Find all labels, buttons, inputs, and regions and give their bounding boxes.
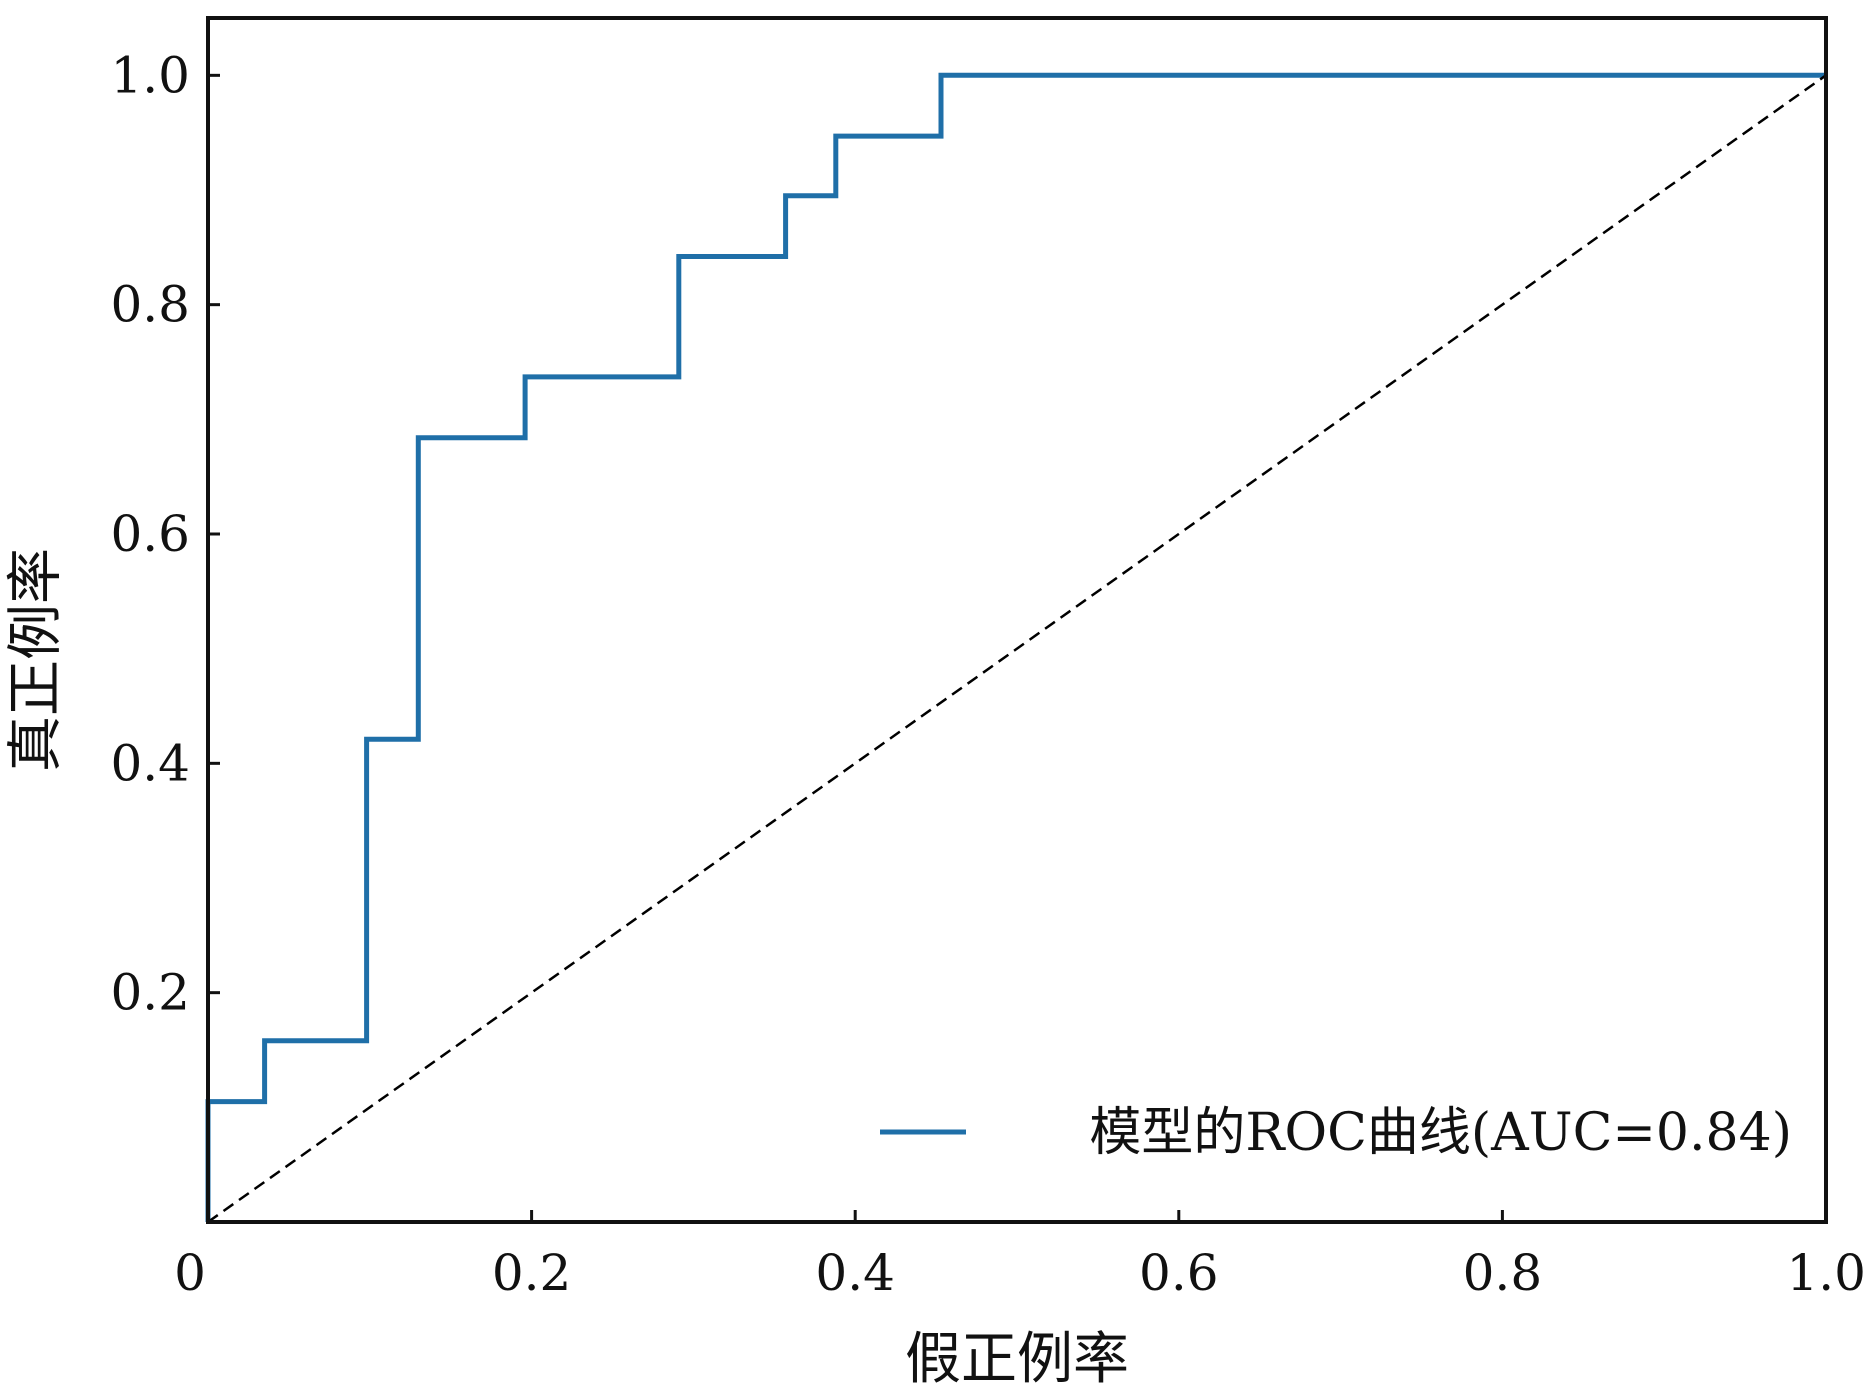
x-axis-title: 假正例率 <box>905 1327 1129 1392</box>
plot-marks <box>205 72 1827 1224</box>
plot-frame <box>206 16 1828 1224</box>
y-tick-label: 0.4 <box>110 734 190 792</box>
y-tick-label: 0.2 <box>110 964 190 1022</box>
x-tick-label: 0 <box>174 1244 206 1302</box>
roc-curve-line <box>205 72 1826 1222</box>
legend: 模型的ROC曲线(AUC=0.84) <box>880 1103 1792 1163</box>
y-tick-label: 0.6 <box>110 505 190 563</box>
x-tick-label: 0.6 <box>1139 1244 1219 1302</box>
axis-ticks: 0 0.2 0.4 0.6 0.8 1.0 0.2 0.4 0.6 0.8 1.0 <box>110 46 1866 1302</box>
x-tick-label: 0.2 <box>492 1244 572 1302</box>
y-tick-label: 0.8 <box>110 276 190 334</box>
x-tick-label: 1.0 <box>1786 1244 1866 1302</box>
y-tick-label: 1.0 <box>110 46 190 104</box>
x-tick-label: 0.8 <box>1463 1244 1543 1302</box>
legend-label: 模型的ROC曲线(AUC=0.84) <box>1089 1103 1792 1163</box>
y-axis-title: 真正例率 <box>4 548 69 772</box>
x-tick-label: 0.4 <box>815 1244 895 1302</box>
diagonal-reference-line <box>207 74 1827 1224</box>
